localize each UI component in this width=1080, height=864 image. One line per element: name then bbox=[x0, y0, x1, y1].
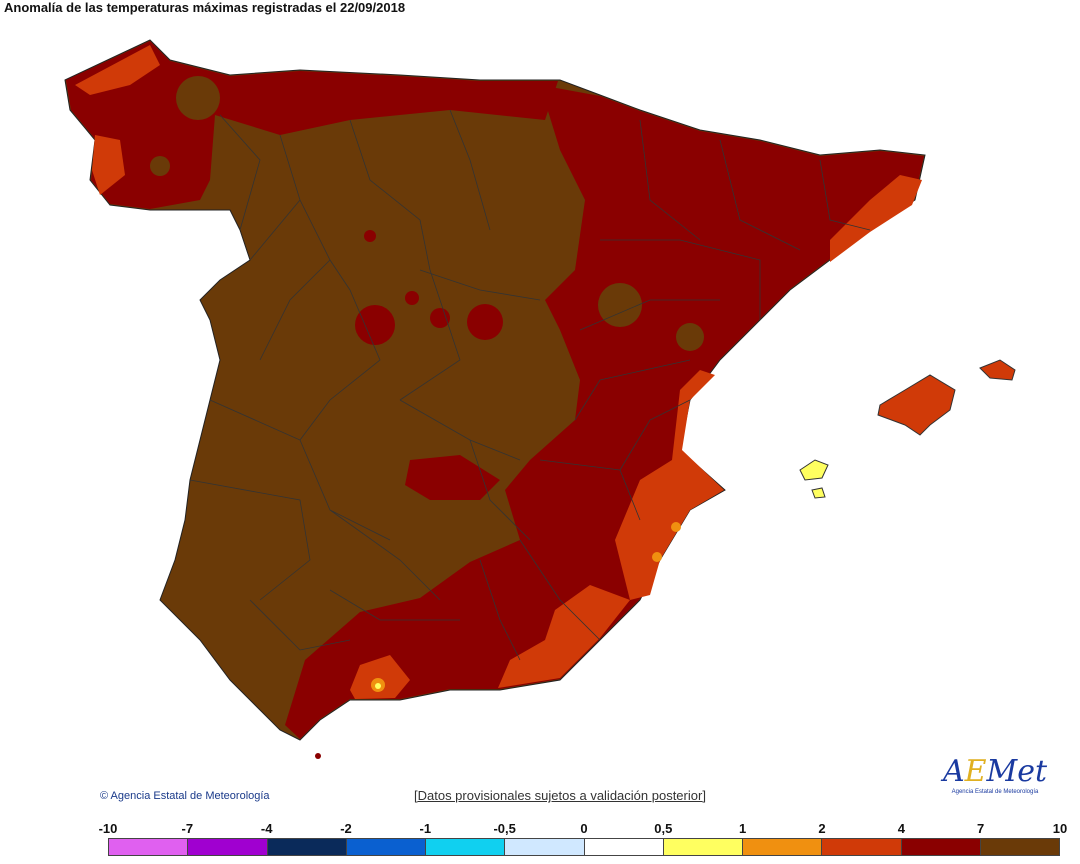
legend-swatch bbox=[743, 839, 823, 855]
legend-swatch bbox=[505, 839, 585, 855]
legend-tick-label: 0,5 bbox=[654, 821, 673, 836]
legend-tick-label: -7 bbox=[181, 821, 194, 836]
color-legend bbox=[108, 838, 1060, 856]
formentera bbox=[811, 487, 826, 499]
menorca bbox=[979, 359, 1016, 381]
legend-tick-label: 0 bbox=[580, 821, 588, 836]
legend-swatch bbox=[346, 839, 426, 855]
region-orange-malaga bbox=[350, 655, 410, 699]
ibiza bbox=[799, 459, 829, 481]
aemet-logo: AEMet Agencia Estatal de Meteorología bbox=[942, 754, 1048, 796]
region-darkred-center bbox=[405, 455, 500, 500]
legend-swatch bbox=[188, 839, 268, 855]
legend-tick-label: 7 bbox=[977, 821, 985, 836]
province-borders bbox=[189, 109, 871, 661]
legend-swatch bbox=[901, 839, 981, 855]
map-title: Anomalía de las temperaturas máximas reg… bbox=[4, 0, 406, 15]
legend-ticks: -10 -7 -4 -2 -1 -0,5 0 0,5 1 2 4 7 10 bbox=[99, 821, 1068, 837]
legend-tick-label: 2 bbox=[818, 821, 826, 836]
legend-tick-label: -2 bbox=[340, 821, 352, 836]
region-orange-murcia bbox=[498, 585, 630, 688]
legend-swatch bbox=[426, 839, 506, 855]
legend-swatch bbox=[980, 839, 1059, 855]
copyright-text: © Agencia Estatal de Meteorología bbox=[100, 790, 270, 802]
mallorca bbox=[877, 374, 956, 436]
legend-tick-label: 4 bbox=[897, 821, 905, 836]
legend-tick-label: -4 bbox=[260, 821, 273, 836]
region-orange-galicia bbox=[75, 45, 160, 195]
legend-swatch bbox=[267, 839, 347, 855]
legend-swatch bbox=[663, 839, 743, 855]
region-darkred-east bbox=[285, 85, 924, 739]
legend-tick-label: 1 bbox=[739, 821, 747, 836]
spain-anomaly-map bbox=[64, 39, 1016, 759]
legend-swatch bbox=[584, 839, 664, 855]
region-orange-valencia bbox=[615, 370, 724, 600]
legend-tick-label: -10 bbox=[98, 821, 118, 836]
legend-swatch bbox=[109, 839, 189, 855]
legend-tick-label: -1 bbox=[419, 821, 432, 836]
legend-swatch bbox=[822, 839, 902, 855]
region-orange-catalonia bbox=[830, 175, 922, 262]
legend-tick-label: -0,5 bbox=[493, 821, 516, 836]
legend-tick-label: 10 bbox=[1052, 821, 1068, 836]
disclaimer-text: [Datos provisionales sujetos a validació… bbox=[414, 788, 706, 803]
